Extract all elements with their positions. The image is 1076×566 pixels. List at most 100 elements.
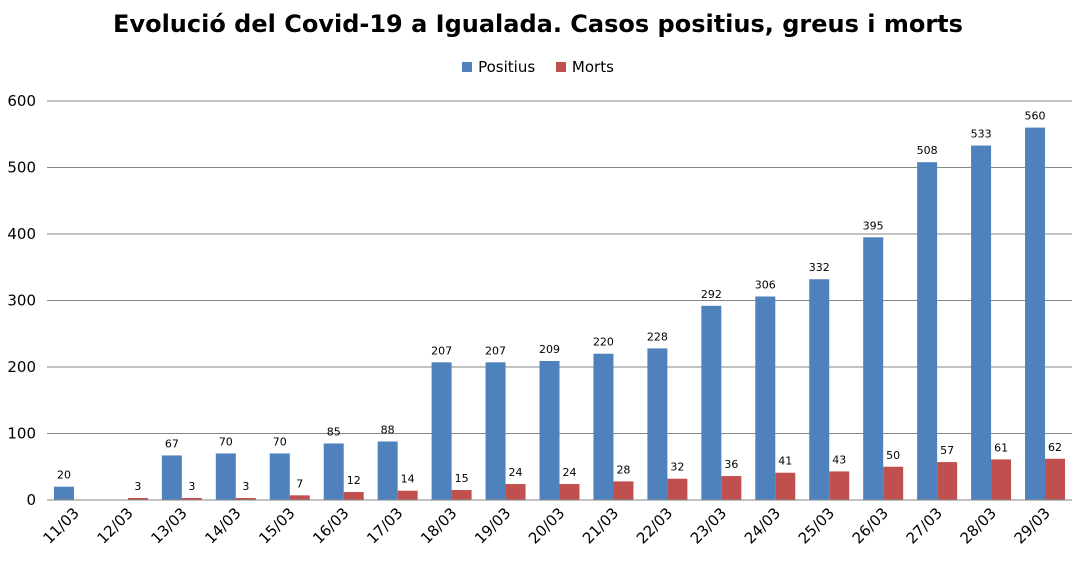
data-label-positius: 209 [539, 343, 560, 356]
legend: Positius Morts [0, 58, 1076, 76]
data-label-positius: 292 [701, 288, 722, 301]
bar-positius [647, 348, 668, 500]
bar-positius [431, 362, 452, 500]
data-label-morts: 50 [886, 449, 900, 462]
bar-positius [53, 486, 74, 500]
data-label-positius: 560 [1025, 110, 1046, 123]
bar-morts [559, 484, 580, 500]
bar-morts [667, 478, 688, 500]
data-label-morts: 12 [347, 474, 361, 487]
bar-positius [161, 455, 182, 500]
bar-positius [269, 453, 290, 500]
y-tick-label: 300 [7, 292, 36, 310]
data-label-positius: 20 [57, 469, 71, 482]
x-tick-label: 18/03 [417, 504, 460, 547]
data-label-positius: 67 [165, 437, 179, 450]
data-label-positius: 533 [971, 128, 992, 141]
y-tick-label: 200 [7, 358, 36, 376]
bar-morts [289, 495, 310, 500]
x-tick-label: 21/03 [579, 504, 622, 547]
bar-morts [775, 472, 796, 500]
y-tick-label: 600 [7, 92, 36, 110]
data-label-positius: 228 [647, 330, 668, 343]
chart-title: Evolució del Covid-19 a Igualada. Casos … [113, 10, 963, 38]
y-tick-label: 500 [7, 159, 36, 177]
x-tick-label: 11/03 [40, 504, 83, 547]
bar-positius [1025, 127, 1046, 500]
x-tick-label: 16/03 [309, 504, 352, 547]
y-tick-label: 100 [7, 425, 36, 443]
bar-morts [721, 476, 742, 500]
data-label-morts: 14 [401, 473, 415, 486]
legend-item-morts: Morts [555, 58, 614, 76]
data-label-positius: 508 [917, 144, 938, 157]
bar-positius [539, 361, 560, 500]
legend-swatch-morts [555, 62, 566, 72]
data-label-morts: 15 [455, 472, 469, 485]
x-tick-label: 27/03 [903, 504, 946, 547]
x-tick-label: 12/03 [93, 504, 136, 547]
bar-positius [701, 305, 722, 500]
data-label-morts: 24 [509, 466, 523, 479]
bar-positius [377, 441, 398, 500]
bar-morts [235, 498, 256, 500]
data-label-positius: 70 [273, 435, 287, 448]
bar-morts [937, 462, 958, 500]
data-label-morts: 7 [296, 477, 303, 490]
x-tick-label: 25/03 [795, 504, 838, 547]
bar-positius [971, 145, 992, 500]
bar-morts [991, 459, 1012, 500]
x-tick-label: 13/03 [147, 504, 190, 547]
bar-morts [613, 481, 634, 500]
data-label-morts: 43 [832, 453, 846, 466]
legend-label-positius: Positius [478, 58, 536, 76]
bar-positius [323, 443, 344, 500]
x-tick-label: 29/03 [1011, 504, 1054, 547]
bar-morts [1045, 458, 1066, 500]
data-label-morts: 32 [670, 461, 684, 474]
bar-morts [505, 484, 526, 500]
data-label-morts: 3 [134, 480, 141, 493]
data-label-morts: 57 [940, 444, 954, 457]
data-label-morts: 3 [242, 480, 249, 493]
data-label-morts: 3 [188, 480, 195, 493]
bar-morts [883, 466, 904, 500]
bar-morts [397, 490, 418, 500]
data-label-positius: 85 [327, 425, 341, 438]
legend-item-positius: Positius [462, 58, 535, 76]
bar-positius [215, 453, 236, 500]
bar-morts [181, 498, 202, 500]
x-tick-label: 14/03 [201, 504, 244, 547]
data-label-morts: 36 [724, 458, 738, 471]
y-tick-label: 400 [7, 225, 36, 243]
x-tick-label: 28/03 [957, 504, 1000, 547]
data-label-positius: 332 [809, 261, 830, 274]
x-tick-label: 26/03 [849, 504, 892, 547]
data-label-positius: 220 [593, 336, 614, 349]
data-label-positius: 88 [381, 423, 395, 436]
data-label-morts: 61 [994, 441, 1008, 454]
bar-morts [343, 492, 364, 500]
bar-positius [863, 237, 884, 500]
y-tick-label: 0 [26, 491, 36, 509]
data-label-morts: 41 [778, 455, 792, 468]
bar-morts [127, 498, 148, 500]
bar-positius [593, 353, 614, 500]
legend-swatch-positius [462, 62, 473, 72]
data-label-morts: 62 [1048, 441, 1062, 454]
x-tick-label: 19/03 [471, 504, 514, 547]
data-label-morts: 28 [616, 463, 630, 476]
bar-positius [485, 362, 506, 500]
x-tick-label: 23/03 [687, 504, 730, 547]
bar-positius [917, 162, 938, 500]
data-label-positius: 395 [863, 219, 884, 232]
bar-morts [451, 490, 472, 500]
data-label-positius: 207 [485, 344, 506, 357]
data-label-positius: 207 [431, 344, 452, 357]
x-tick-label: 24/03 [741, 504, 784, 547]
x-tick-label: 20/03 [525, 504, 568, 547]
data-label-positius: 70 [219, 435, 233, 448]
data-label-morts: 24 [563, 466, 577, 479]
bar-positius [755, 296, 776, 500]
